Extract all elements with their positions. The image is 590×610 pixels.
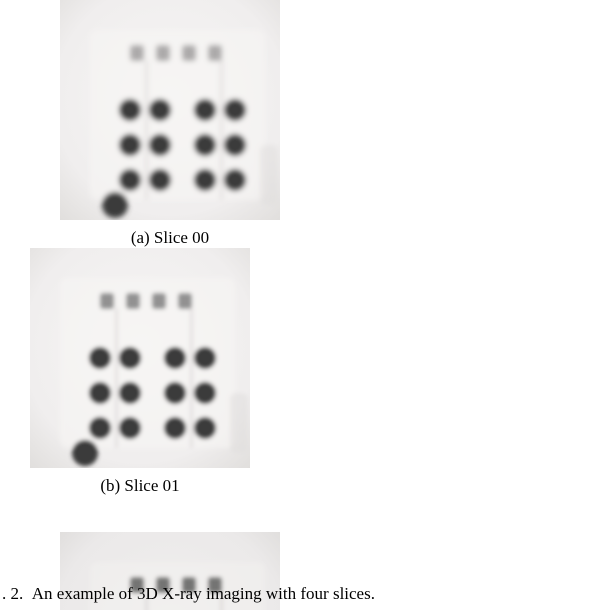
xray-slice-01 [30, 248, 250, 468]
subcaption-b: (b) Slice 01 [100, 476, 179, 496]
subcaption-a: (a) Slice 00 [131, 228, 209, 248]
figure-2: (a) Slice 00 (b) Slice 01 (c) Slice 02 (… [0, 0, 590, 610]
panel-cell-b: (b) Slice 01 [0, 248, 280, 496]
row-gap [0, 496, 590, 532]
panel-cell-a: (a) Slice 00 [30, 0, 310, 248]
figure-caption-text: An example of 3D X-ray imaging with four… [32, 584, 375, 603]
figure-caption-prefix: . 2. [2, 584, 23, 603]
panel-grid: (a) Slice 00 (b) Slice 01 (c) Slice 02 (… [0, 0, 590, 610]
xray-slice-00 [60, 0, 280, 220]
figure-caption: . 2. An example of 3D X-ray imaging with… [0, 584, 590, 604]
